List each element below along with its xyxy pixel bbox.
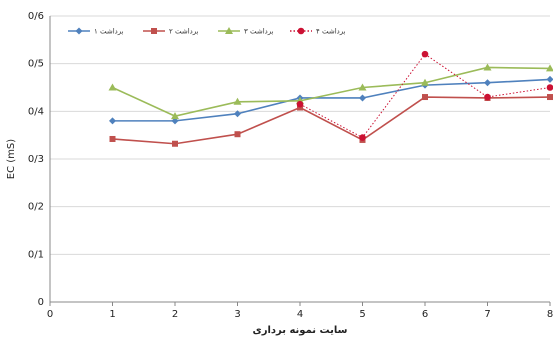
data-point <box>171 112 179 120</box>
legend-label: برداشت ۴ <box>316 28 346 36</box>
x-tick-label: 6 <box>422 309 428 320</box>
data-point <box>151 28 157 34</box>
series-line <box>112 66 551 117</box>
legend-item: برداشت ۴ <box>290 28 346 36</box>
series-line <box>112 78 551 122</box>
data-point <box>421 50 429 58</box>
legend-label: برداشت ۱ <box>94 28 124 36</box>
data-point <box>484 79 491 87</box>
data-point <box>234 131 241 138</box>
y-tick-label: 0 <box>38 297 44 308</box>
data-point <box>234 110 241 118</box>
data-point <box>109 117 116 125</box>
data-point <box>225 27 233 34</box>
x-tick-label: 0 <box>47 309 53 320</box>
legend-item: برداشت ۱ <box>68 27 124 36</box>
legend: برداشت ۱ برداشت ۲ برداشت ۳ برداشت ۴ <box>68 27 346 36</box>
legend-label: برداشت ۲ <box>169 28 199 36</box>
legend-label: برداشت ۳ <box>244 28 274 36</box>
x-tick-label: 1 <box>109 309 115 320</box>
y-tick-label: 0/3 <box>28 154 44 165</box>
x-tick-label: 5 <box>359 309 365 320</box>
data-point <box>172 140 178 147</box>
data-point <box>546 75 553 83</box>
data-point <box>546 64 553 72</box>
data-point <box>483 63 492 71</box>
series-layer <box>108 50 553 147</box>
x-tick-label: 8 <box>547 309 553 320</box>
data-point <box>547 94 553 101</box>
data-point <box>359 94 366 102</box>
data-point <box>75 27 83 35</box>
y-tick-label: 0/5 <box>28 59 44 70</box>
data-point <box>108 83 117 91</box>
data-point <box>546 84 553 91</box>
series-4 <box>296 50 553 141</box>
data-point <box>358 83 367 91</box>
data-point <box>422 94 428 101</box>
data-point <box>233 97 242 105</box>
legend-item: برداشت ۳ <box>218 27 274 36</box>
data-point <box>297 27 305 35</box>
x-tick-labels: 0 1 2 3 4 5 6 7 8 <box>47 302 553 320</box>
x-tick-label: 3 <box>234 309 240 320</box>
y-tick-label: 0/2 <box>28 202 44 213</box>
y-tick-label: 0/6 <box>28 11 44 22</box>
data-point <box>359 134 366 141</box>
legend-item: برداشت ۲ <box>143 28 199 36</box>
x-tick-label: 4 <box>297 309 303 320</box>
grid <box>50 15 550 255</box>
data-point <box>484 93 491 101</box>
y-tick-labels: 0 0/1 0/2 0/3 0/4 0/5 0/6 <box>28 11 44 308</box>
data-point <box>421 78 429 86</box>
y-axis-label: EC (mS) <box>6 139 17 179</box>
x-tick-label: 2 <box>172 309 178 320</box>
data-point <box>109 135 116 142</box>
data-point <box>297 104 303 111</box>
series-line <box>112 96 551 145</box>
data-point <box>171 117 179 125</box>
x-axis-label: سایت نمونه برداری <box>253 325 348 336</box>
x-tick-label: 7 <box>484 309 490 320</box>
series-3 <box>108 63 553 120</box>
y-tick-label: 0/1 <box>28 249 44 260</box>
y-tick-label: 0/4 <box>28 106 44 117</box>
data-point <box>296 100 304 108</box>
